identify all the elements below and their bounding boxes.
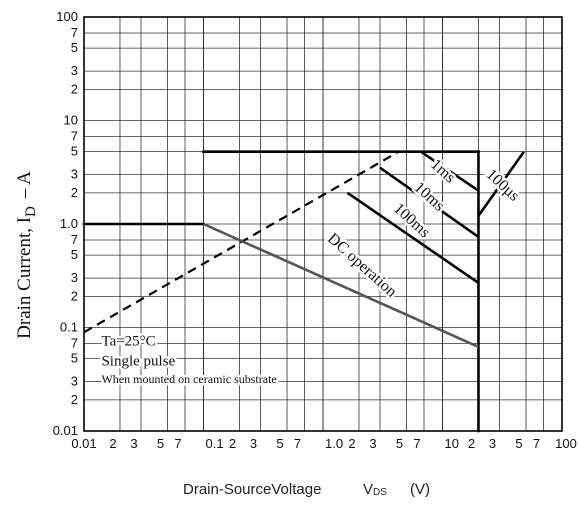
x-tick-label: 5 (396, 436, 403, 451)
y-axis-title-text: Drain Current, I (14, 217, 35, 339)
y-tick-label: 3 (71, 63, 78, 78)
annotation-text: Ta=25°C (101, 334, 155, 350)
annotation-text: Single pulse (101, 353, 175, 369)
x-tick-label: 3 (489, 436, 496, 451)
y-tick-label: 5 (71, 40, 78, 55)
series-line (477, 150, 525, 217)
y-tick-label: 1.0 (60, 216, 78, 231)
y-tick-label: 0.1 (60, 320, 78, 335)
x-tick-label: 100 (555, 436, 577, 451)
x-tick-label: 2 (109, 436, 116, 451)
series-line (379, 166, 480, 238)
x-tick-label: 7 (294, 436, 301, 451)
chart-x-tick-labels: 0.01 2 3 5 7 0.1 2 3 5 7 1.0 2 3 5 7 10 2 3 5 7 100 (71, 436, 577, 451)
x-tick-label: 2 (229, 436, 236, 451)
y-axis-title-unit: – A (14, 171, 35, 199)
series-line (346, 191, 480, 284)
x-tick-label: 3 (130, 436, 137, 451)
y-tick-label: 100 (56, 9, 78, 24)
chart-annotations: Ta=25°C Single pulse When mounted on ceram… (99, 331, 279, 389)
x-tick-label: 2 (468, 436, 475, 451)
y-tick-label: 2 (71, 392, 78, 407)
annotation-text: When mounted on ceramic substrate (101, 372, 276, 386)
chart-series-lines (202, 150, 525, 349)
x-axis-title-symbol: V (363, 481, 373, 498)
series-line (420, 150, 480, 192)
y-tick-label: 5 (71, 144, 78, 159)
y-tick-label: 3 (71, 167, 78, 182)
y-tick-label: 7 (71, 232, 78, 247)
y-tick-label: 2 (71, 81, 78, 96)
y-tick-label: 3 (71, 374, 78, 389)
x-tick-label: 0.1 (206, 436, 224, 451)
x-axis-title-text: Drain-SourceVoltage (183, 481, 321, 498)
y-tick-label: 7 (71, 25, 78, 40)
plot-frame (83, 16, 563, 432)
chart-grid (83, 16, 563, 432)
y-tick-label: 7 (71, 129, 78, 144)
y-tick-label: 5 (71, 351, 78, 366)
x-axis-title: Drain-SourceVoltage VDS (V) (183, 481, 430, 498)
y-axis-title: Drain Current, ID – A (14, 171, 39, 339)
x-tick-label: 3 (369, 436, 376, 451)
x-tick-label: 10 (445, 436, 459, 451)
x-axis-title-unit: (V) (410, 481, 430, 498)
x-tick-label: 2 (348, 436, 355, 451)
y-tick-label: 7 (71, 336, 78, 351)
series-line (202, 222, 480, 349)
y-tick-label: 10 (64, 113, 78, 128)
y-tick-label: 3 (71, 270, 78, 285)
x-tick-label: 3 (250, 436, 257, 451)
x-tick-label: 0.01 (71, 436, 96, 451)
x-tick-label: 5 (515, 436, 522, 451)
y-tick-label: 2 (71, 185, 78, 200)
y-tick-label: 5 (71, 247, 78, 262)
x-tick-label: 1.0 (325, 436, 343, 451)
y-tick-label: 0.01 (53, 423, 78, 438)
x-tick-label: 5 (276, 436, 283, 451)
y-axis-title-subscript: D (23, 206, 39, 217)
x-tick-label: 7 (533, 436, 540, 451)
x-tick-label: 5 (157, 436, 164, 451)
x-tick-label: 7 (413, 436, 420, 451)
y-tick-label: 2 (71, 288, 78, 303)
x-axis-title-subscript: DS (373, 487, 387, 498)
x-tick-label: 7 (174, 436, 181, 451)
